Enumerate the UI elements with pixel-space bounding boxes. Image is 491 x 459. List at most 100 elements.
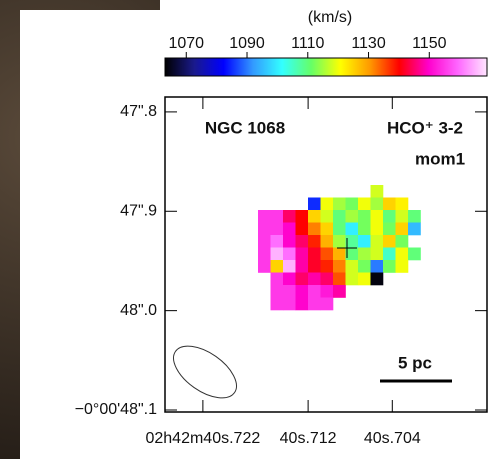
- pixel: [308, 297, 321, 311]
- pixel: [345, 260, 359, 273]
- pixel: [370, 260, 384, 273]
- pixel: [358, 247, 371, 261]
- pixel: [295, 235, 309, 248]
- pixel: [358, 210, 371, 223]
- pixel: [320, 210, 334, 223]
- pixel: [333, 285, 346, 298]
- pixel: [383, 210, 396, 223]
- scalebar-label: 5 pc: [398, 353, 432, 372]
- pixel: [383, 222, 396, 236]
- pixel: [270, 272, 284, 286]
- pixel: [320, 222, 334, 236]
- pixel: [320, 235, 334, 248]
- pixel: [283, 297, 296, 311]
- pixel: [370, 210, 384, 223]
- pixel: [345, 222, 359, 236]
- pixel: [258, 260, 271, 273]
- pixel: [370, 235, 384, 248]
- beam: [173, 345, 237, 399]
- pixel: [395, 210, 409, 223]
- pixel: [383, 247, 396, 261]
- colorbar-tick-label: 1110: [291, 35, 324, 52]
- pixel: [258, 235, 271, 248]
- pixel: [395, 247, 409, 261]
- pixel: [308, 247, 321, 261]
- pixel: [270, 285, 284, 298]
- plot-frame: [164, 96, 488, 413]
- y-tick-label: −0°00'48".1: [75, 401, 157, 418]
- pixel: [333, 210, 346, 223]
- y-tick-label: 48".0: [120, 302, 157, 319]
- pixel: [333, 222, 346, 236]
- pixel: [395, 197, 409, 211]
- y-tick-label: 47".9: [120, 202, 157, 219]
- pixel: [320, 260, 334, 273]
- pixel: [320, 297, 334, 311]
- pixel: [283, 210, 296, 223]
- pixel: [295, 247, 309, 261]
- pixel: [283, 222, 296, 236]
- line-label: HCO⁺ 3-2: [387, 118, 463, 137]
- pixel: [270, 260, 284, 273]
- pixel: [295, 222, 309, 236]
- pixel: [383, 260, 396, 273]
- pixel: [295, 285, 309, 298]
- pixel: [295, 260, 309, 273]
- pixel: [370, 222, 384, 236]
- pixel: [308, 235, 321, 248]
- pixel: [395, 260, 409, 273]
- colorbar-label: (km/s): [308, 9, 352, 26]
- colorbar-tick-label: 1150: [412, 35, 447, 52]
- pixel: [358, 235, 371, 248]
- pixel: [295, 272, 309, 286]
- pixel: [270, 297, 284, 311]
- pixel: [408, 222, 421, 236]
- y-tick-label: 47".8: [120, 103, 157, 120]
- pixel: [308, 197, 321, 211]
- pixel: [333, 235, 346, 248]
- pixel: [370, 185, 384, 198]
- map-label: mom1: [415, 149, 465, 168]
- pixel: [283, 272, 296, 286]
- pixel: [308, 210, 321, 223]
- pixel: [295, 297, 309, 311]
- pixel: [408, 247, 421, 261]
- pixel: [358, 222, 371, 236]
- pixel: [283, 247, 296, 261]
- x-tick-label: 40s.704: [364, 430, 421, 447]
- pixel: [308, 222, 321, 236]
- colorbar-tick-label: 1090: [229, 35, 265, 52]
- pixel: [333, 247, 346, 261]
- pixel: [370, 247, 384, 261]
- pixel: [320, 272, 334, 286]
- pixel: [333, 197, 346, 211]
- pixel: [308, 260, 321, 273]
- pixel: [345, 272, 359, 286]
- pixel: [370, 272, 384, 286]
- pixel: [283, 235, 296, 248]
- source-label: NGC 1068: [205, 118, 285, 137]
- pixel: [383, 197, 396, 211]
- pixel: [320, 285, 334, 298]
- pixel: [358, 272, 371, 286]
- pixel: [333, 260, 346, 273]
- pixel: [308, 285, 321, 298]
- pixel: [345, 235, 359, 248]
- pixel: [270, 235, 284, 248]
- pixel: [358, 197, 371, 211]
- pixel: [333, 272, 346, 286]
- pixel: [308, 272, 321, 286]
- pixel: [270, 222, 284, 236]
- pixel: [408, 210, 421, 223]
- pixel: [345, 197, 359, 211]
- pixel: [345, 247, 359, 261]
- colorbar-tick-label: 1070: [168, 35, 204, 52]
- pixel: [283, 260, 296, 273]
- pixel: [295, 210, 309, 223]
- pixel: [345, 210, 359, 223]
- pixel: [320, 247, 334, 261]
- pixel: [258, 247, 271, 261]
- x-tick-label: 02h42m40s.722: [145, 430, 260, 447]
